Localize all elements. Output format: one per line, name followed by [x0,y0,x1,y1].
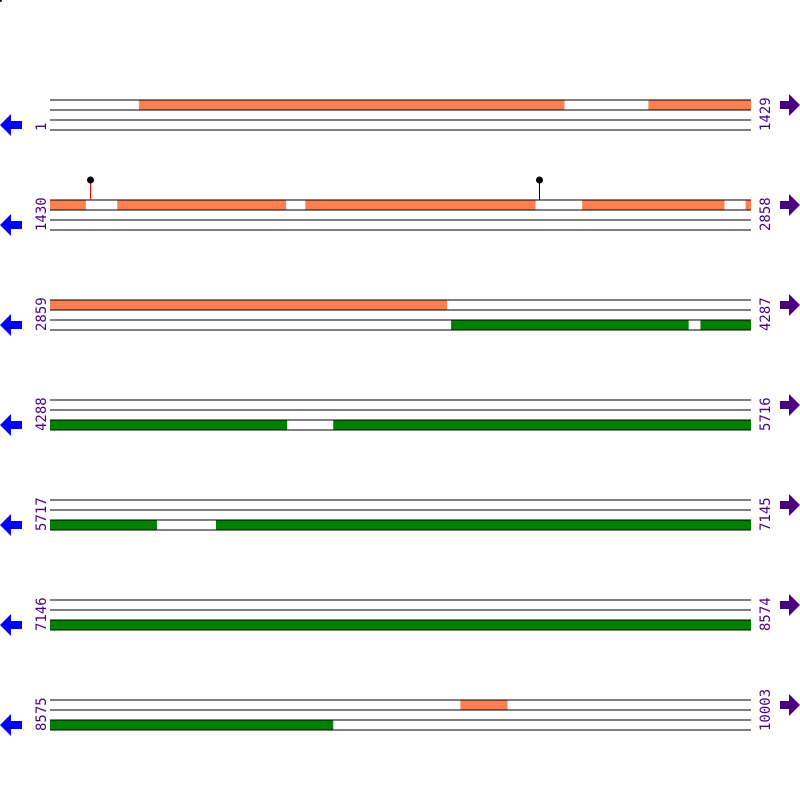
arrow-left-icon[interactable] [0,714,22,736]
arrow-right-icon[interactable] [780,294,800,316]
forward-feature[interactable] [460,700,508,710]
row-start-label: 1 [34,123,50,131]
row-start-label: 1430 [34,197,50,231]
arrow-right-icon[interactable] [780,194,800,216]
row-start-label: 8575 [34,697,50,731]
row-end-label: 2858 [758,197,774,231]
sequence-row: 8575 10003 [0,689,800,736]
arrow-right-icon[interactable] [780,494,800,516]
sequence-row: 7146 8574 [0,594,800,636]
arrow-left-icon[interactable] [0,614,22,636]
row-end-label: 10003 [758,689,774,731]
row-end-label: 1429 [758,97,774,131]
arrow-left-icon[interactable] [0,314,22,336]
reverse-feature[interactable] [333,420,751,430]
reverse-feature[interactable] [50,720,334,730]
forward-feature[interactable] [648,100,751,110]
arrow-left-icon[interactable] [0,114,22,136]
row-end-label: 5716 [758,397,774,431]
reverse-feature[interactable] [50,620,751,630]
arrow-right-icon[interactable] [780,394,800,416]
reverse-feature[interactable] [50,520,158,530]
arrow-left-icon[interactable] [0,214,22,236]
site-marker[interactable] [87,176,94,184]
row-start-label: 5717 [34,497,50,531]
forward-feature[interactable] [50,200,86,210]
forward-feature[interactable] [138,100,565,110]
row-end-label: 7145 [758,497,774,531]
row-end-label: 4287 [758,297,774,331]
reverse-feature[interactable] [50,420,288,430]
row-end-label: 8574 [758,597,774,631]
reverse-feature[interactable] [215,520,751,530]
reverse-feature[interactable] [451,320,689,330]
forward-feature[interactable] [117,200,287,210]
arrow-right-icon[interactable] [780,594,800,616]
sequence-row: 1 1429 [0,94,800,136]
sequence-row: 1430 2858 [0,176,800,236]
reverse-feature[interactable] [700,320,751,330]
row-start-label: 2859 [34,297,50,331]
sequence-row: 2859 4287 [0,294,800,336]
row-start-label: 7146 [34,597,50,631]
forward-feature[interactable] [745,200,751,210]
sequence-row: 5717 7145 [0,494,800,536]
arrow-right-icon[interactable] [780,694,800,716]
forward-feature[interactable] [582,200,725,210]
corner-dot [0,0,2,2]
forward-feature[interactable] [50,300,448,310]
arrow-left-icon[interactable] [0,514,22,536]
arrow-left-icon[interactable] [0,414,22,436]
sequence-row: 4288 5716 [0,394,800,436]
row-start-label: 4288 [34,397,50,431]
forward-feature[interactable] [305,200,536,210]
site-marker[interactable] [536,176,543,184]
arrow-right-icon[interactable] [780,94,800,116]
